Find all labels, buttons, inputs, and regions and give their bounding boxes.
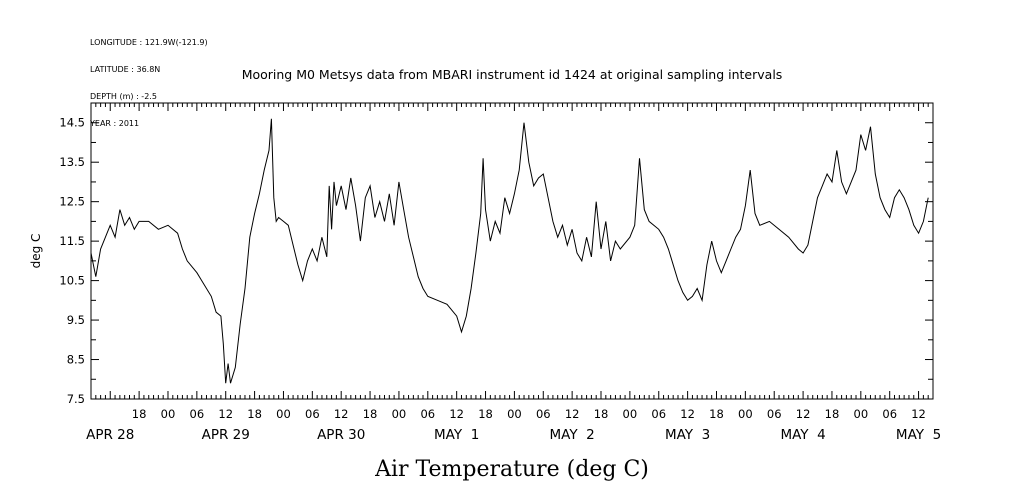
x-hour-label: 00 xyxy=(623,407,638,421)
x-day-label: APR 28 xyxy=(86,427,134,443)
x-hour-label: 12 xyxy=(796,407,811,421)
chart-title: Mooring M0 Metsys data from MBARI instru… xyxy=(242,67,783,82)
x-day-label: MAY 1 xyxy=(434,427,479,443)
x-hour-label: 00 xyxy=(161,407,176,421)
x-hour-label: 12 xyxy=(565,407,580,421)
x-hour-label: 06 xyxy=(536,407,551,421)
y-tick-label: 7.5 xyxy=(67,392,85,406)
x-hour-label: 18 xyxy=(247,407,262,421)
x-hour-label: 00 xyxy=(507,407,522,421)
x-day-label: MAY 3 xyxy=(665,427,710,443)
y-tick-label: 9.5 xyxy=(67,313,85,327)
x-hour-label: 18 xyxy=(132,407,147,421)
x-hour-label: 06 xyxy=(651,407,666,421)
x-hour-label: 18 xyxy=(709,407,724,421)
x-day-label: MAY 2 xyxy=(550,427,595,443)
x-hour-label: 12 xyxy=(911,407,926,421)
y-axis: 7.5 8.5 9.5 10.5 11.5 12.5 13.5 14.5 xyxy=(59,102,933,406)
y-axis-label: deg C xyxy=(29,234,43,269)
x-hour-label: 00 xyxy=(738,407,753,421)
x-hour-label: 12 xyxy=(680,407,695,421)
x-hour-label: 06 xyxy=(190,407,205,421)
meta-year: YEAR : 2011 xyxy=(90,119,140,128)
meta-latitude: LATITUDE : 36.8N xyxy=(90,65,161,74)
x-hour-label: 00 xyxy=(276,407,291,421)
y-tick-label: 8.5 xyxy=(67,353,85,367)
x-hour-label: 12 xyxy=(218,407,233,421)
x-hour-label: 12 xyxy=(449,407,464,421)
x-hour-label: 06 xyxy=(420,407,435,421)
x-hour-label: 06 xyxy=(882,407,897,421)
x-hour-label: 06 xyxy=(305,407,320,421)
meta-longitude: LONGITUDE : 121.9W(-121.9) xyxy=(90,38,208,47)
plot-frame xyxy=(90,102,934,400)
x-hour-label: 06 xyxy=(767,407,782,421)
x-hour-label: 18 xyxy=(363,407,378,421)
x-day-label: APR 29 xyxy=(202,427,250,443)
y-tick-label: 12.5 xyxy=(59,195,85,209)
x-axis-label: Air Temperature (deg C) xyxy=(374,457,649,482)
x-day-label: APR 30 xyxy=(317,427,365,443)
y-tick-label: 14.5 xyxy=(59,116,85,130)
meta-block: LONGITUDE : 121.9W(-121.9) LATITUDE : 36… xyxy=(90,20,208,137)
y-tick-label: 11.5 xyxy=(59,234,85,248)
x-hour-label: 00 xyxy=(854,407,869,421)
x-hour-label: 12 xyxy=(334,407,349,421)
y-tick-label: 10.5 xyxy=(59,274,85,288)
x-axis: 18 00 06 12 18 00 06 12 18 00 06 12 18 00 06 12 18 00 06 12… xyxy=(86,103,941,443)
series-line xyxy=(90,118,929,384)
x-day-label: MAY 4 xyxy=(780,427,825,443)
x-hour-label: 00 xyxy=(392,407,407,421)
x-hour-label: 18 xyxy=(594,407,609,421)
x-day-label: MAY 5 xyxy=(896,427,941,443)
x-hour-label: 18 xyxy=(825,407,840,421)
y-tick-label: 13.5 xyxy=(59,155,85,169)
meta-depth: DEPTH (m) : -2.5 xyxy=(90,92,157,101)
x-hour-label: 18 xyxy=(478,407,493,421)
